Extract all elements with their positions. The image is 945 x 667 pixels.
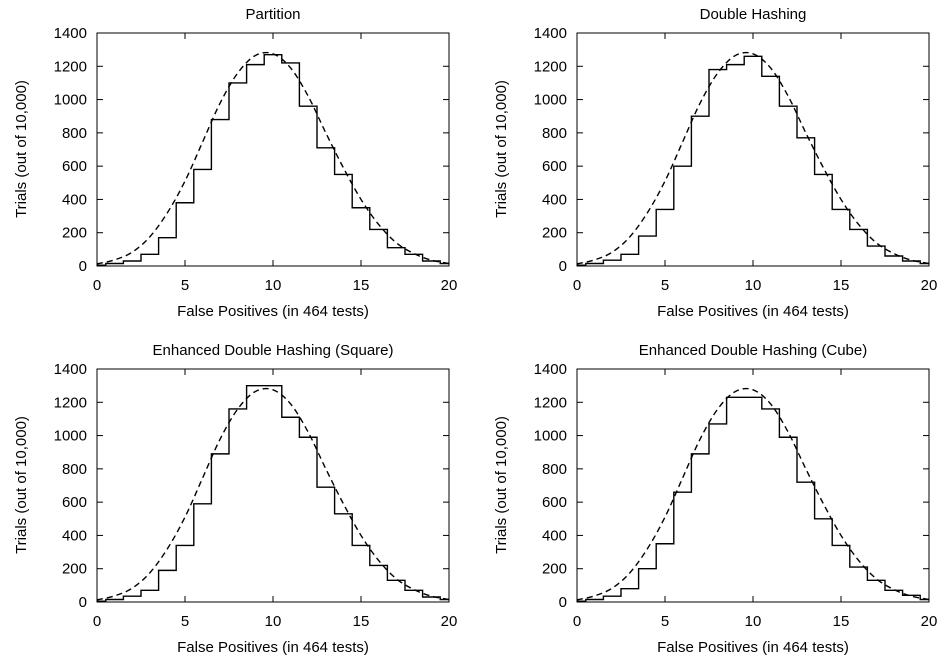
fitted-curve-series [96, 387, 450, 601]
plot-frame [96, 32, 450, 267]
x-tick-label: 15 [353, 613, 370, 630]
x-tick-label: 10 [745, 277, 762, 294]
plot-frame [576, 368, 930, 603]
chart-plot: 0 200 400 600 800 1000 1200 1400 0 5 10 15 20 [534, 361, 938, 630]
y-tick-label: 0 [559, 594, 567, 611]
x-tick-label: 20 [921, 613, 938, 630]
x-tick-label: 20 [921, 277, 938, 294]
y-tick-label: 1200 [54, 58, 87, 75]
plot-frame [96, 368, 450, 603]
x-axis-label: False Positives (in 464 tests) [657, 303, 849, 320]
x-tick-label: 15 [353, 277, 370, 294]
y-tick-label: 200 [542, 225, 567, 242]
y-tick-label: 600 [62, 158, 87, 175]
y-tick-label: 800 [542, 125, 567, 142]
chart-panel-enhanced-cube: Enhanced Double Hashing (Cube) Trials (o… [480, 336, 945, 667]
y-tick-label: 200 [62, 225, 87, 242]
y-tick-label: 600 [542, 158, 567, 175]
y-tick-label: 0 [79, 594, 87, 611]
x-tick-label: 10 [265, 613, 282, 630]
y-tick-label: 1000 [54, 92, 87, 109]
y-tick-label: 800 [542, 461, 567, 478]
y-tick-label: 400 [62, 191, 87, 208]
x-tick-label: 5 [661, 277, 669, 294]
x-tick-label: 0 [573, 277, 581, 294]
fitted-curve-series [576, 387, 930, 601]
x-tick-label: 0 [573, 613, 581, 630]
y-tick-label: 400 [62, 527, 87, 544]
y-tick-label: 1400 [54, 25, 87, 42]
y-tick-label: 1200 [534, 394, 567, 411]
y-tick-label: 1200 [54, 394, 87, 411]
x-tick-label: 0 [93, 613, 101, 630]
y-tick-label: 1200 [534, 58, 567, 75]
chart-title: Double Hashing [699, 6, 807, 23]
x-tick-label: 15 [833, 277, 850, 294]
histogram-step-series [577, 55, 929, 266]
y-tick-label: 0 [559, 258, 567, 275]
histogram-step-series [97, 384, 449, 602]
x-tick-label: 5 [181, 613, 189, 630]
y-tick-label: 1400 [534, 361, 567, 378]
y-tick-label: 1000 [534, 428, 567, 445]
chart-plot: 0 200 400 600 800 1000 1200 1400 0 5 10 15 20 [534, 25, 938, 294]
y-tick-label: 1000 [534, 92, 567, 109]
x-axis-label: False Positives (in 464 tests) [657, 639, 849, 656]
x-tick-label: 10 [745, 613, 762, 630]
x-tick-label: 0 [93, 277, 101, 294]
y-tick-label: 800 [62, 461, 87, 478]
y-tick-label: 600 [542, 494, 567, 511]
y-tick-label: 1400 [534, 25, 567, 42]
x-axis-label: False Positives (in 464 tests) [177, 639, 369, 656]
x-tick-label: 15 [833, 613, 850, 630]
fitted-curve-series [96, 51, 450, 265]
y-tick-label: 400 [542, 527, 567, 544]
chart-plot: 0 200 400 600 800 1000 1200 1400 0 5 10 15 20 [54, 25, 458, 294]
chart-title: Enhanced Double Hashing (Cube) [638, 342, 868, 359]
y-tick-label: 800 [62, 125, 87, 142]
x-tick-label: 20 [441, 613, 458, 630]
chart-panel-enhanced-square: Enhanced Double Hashing (Square) Trials … [0, 336, 465, 667]
histogram-step-series [97, 53, 449, 266]
chart-panel-partition: Partition Trials (out of 10,000) False P… [0, 0, 465, 331]
x-tick-label: 5 [661, 613, 669, 630]
x-tick-label: 5 [181, 277, 189, 294]
x-tick-label: 20 [441, 277, 458, 294]
y-tick-label: 200 [542, 561, 567, 578]
chart-title: Partition [245, 6, 301, 23]
chart-panel-double-hashing: Double Hashing Trials (out of 10,000) Fa… [480, 0, 945, 331]
y-tick-label: 600 [62, 494, 87, 511]
y-tick-label: 1400 [54, 361, 87, 378]
fitted-curve-series [576, 51, 930, 265]
x-axis-label: False Positives (in 464 tests) [177, 303, 369, 320]
histogram-step-series [577, 396, 929, 602]
chart-title: Enhanced Double Hashing (Square) [152, 342, 394, 359]
y-tick-label: 200 [62, 561, 87, 578]
y-tick-label: 400 [542, 191, 567, 208]
x-tick-label: 10 [265, 277, 282, 294]
chart-plot: 0 200 400 600 800 1000 1200 1400 0 5 10 15 20 [54, 361, 458, 630]
y-tick-label: 1000 [54, 428, 87, 445]
plot-frame [576, 32, 930, 267]
y-tick-label: 0 [79, 258, 87, 275]
